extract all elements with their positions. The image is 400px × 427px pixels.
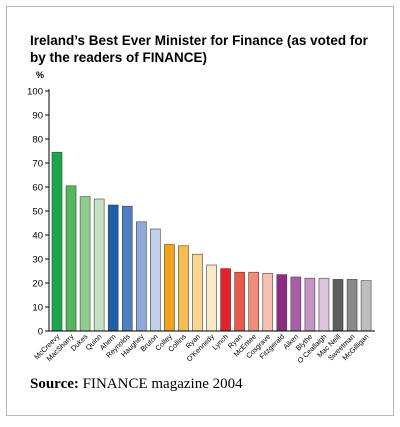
y-tick-label: 50 [32,207,43,218]
bar-14 [234,271,245,332]
y-tick-label: 20 [32,279,43,290]
bar-21 [332,279,344,332]
bar-17 [276,274,288,332]
bar-5 [107,204,119,332]
bar-3 [79,196,91,332]
y-tick-label: 90 [32,111,43,122]
bar-2 [65,185,77,332]
y-tick-label: 30 [32,255,43,266]
bar-6 [121,205,133,332]
bar-19 [304,277,316,332]
source-text: FINANCE magazine 2004 [82,376,243,392]
y-tick-label: 10 [32,303,43,314]
bar-23 [360,280,372,332]
chart-title: Ireland’s Best Ever Minister for Finance… [30,33,368,65]
bar-8 [150,228,161,332]
y-tick-label: 0 [38,327,43,338]
bar-9 [164,244,175,332]
bar-4 [93,198,105,332]
bar-11 [192,253,203,332]
y-axis-unit-label: % [36,70,44,80]
y-tick-label: 60 [32,183,43,194]
bar-10 [178,245,189,332]
bar-12 [206,264,217,332]
y-tick-label: 100 [27,87,43,98]
bar-13 [220,268,231,332]
y-tick-label: 40 [32,231,43,242]
bar-7 [136,221,147,332]
bar-22 [346,279,358,332]
source-note: Source: FINANCE magazine 2004 [30,376,243,393]
bar-15 [248,271,259,332]
bar-16 [262,273,274,332]
bar-18 [290,276,302,332]
y-tick-label: 70 [32,159,43,170]
y-tick-label: 80 [32,135,43,146]
bar-20 [318,277,330,332]
source-label: Source: [30,376,79,392]
bar-1 [51,151,63,332]
